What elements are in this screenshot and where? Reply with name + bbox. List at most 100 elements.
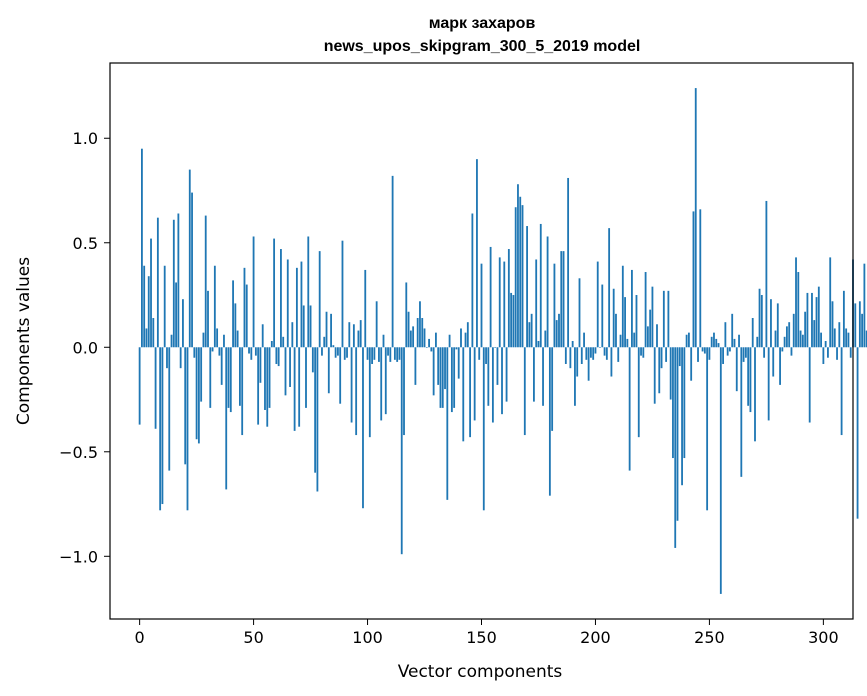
bar xyxy=(450,347,453,413)
bar xyxy=(179,347,182,369)
y-axis-label: Components values xyxy=(14,257,34,425)
bar xyxy=(842,290,845,348)
bar xyxy=(567,177,570,348)
bar xyxy=(373,347,376,360)
bar xyxy=(678,347,681,367)
x-tick-label: 0 xyxy=(135,628,145,647)
bar xyxy=(414,347,417,385)
bar xyxy=(615,313,617,348)
bar xyxy=(820,332,822,348)
bar xyxy=(744,347,747,358)
bar xyxy=(799,330,802,348)
bar xyxy=(854,303,857,348)
bar xyxy=(687,332,690,348)
bar xyxy=(585,347,588,360)
x-tick-label: 250 xyxy=(694,628,725,647)
bar xyxy=(389,347,392,362)
bar xyxy=(551,347,554,431)
bar xyxy=(241,347,244,436)
bar xyxy=(776,303,779,348)
bar xyxy=(485,347,487,364)
bar xyxy=(587,347,590,381)
bar xyxy=(286,259,289,348)
x-tick-label: 150 xyxy=(466,628,497,647)
bar xyxy=(145,328,148,348)
bar xyxy=(236,330,239,348)
bar xyxy=(220,347,223,385)
bar xyxy=(352,324,355,348)
bar xyxy=(754,347,756,442)
bar xyxy=(305,347,307,408)
bar xyxy=(749,347,752,413)
bar xyxy=(635,295,638,348)
bar xyxy=(646,326,649,348)
bar xyxy=(856,347,859,519)
bar xyxy=(213,265,216,348)
bar xyxy=(539,223,542,348)
bar xyxy=(291,322,294,348)
bar-series xyxy=(138,88,867,594)
bar xyxy=(380,347,383,421)
bar xyxy=(785,326,788,348)
bar xyxy=(601,284,604,348)
bar xyxy=(225,347,228,490)
bar xyxy=(175,282,177,348)
bar xyxy=(713,332,715,348)
bar xyxy=(631,269,633,348)
bar xyxy=(792,313,795,348)
bar xyxy=(446,347,449,500)
bar xyxy=(512,295,515,348)
bar xyxy=(382,334,385,348)
bar xyxy=(813,320,816,348)
bar xyxy=(332,345,335,348)
bar xyxy=(537,341,540,348)
bar xyxy=(560,251,563,348)
bar xyxy=(574,347,576,406)
bar xyxy=(858,301,861,348)
bar xyxy=(366,347,369,360)
bar xyxy=(453,347,456,408)
bar xyxy=(619,334,622,348)
bar xyxy=(350,347,353,423)
bar xyxy=(407,311,410,348)
bar xyxy=(295,267,298,348)
bar xyxy=(644,272,647,348)
bar xyxy=(444,347,446,390)
bar xyxy=(501,347,503,415)
bar xyxy=(432,347,435,396)
bar xyxy=(170,334,173,348)
bar xyxy=(257,347,260,425)
bar xyxy=(325,311,328,348)
bar xyxy=(273,238,276,348)
bar xyxy=(439,347,442,408)
bar xyxy=(836,347,838,360)
bar xyxy=(289,347,291,387)
bar xyxy=(337,347,339,356)
bar xyxy=(364,269,367,348)
bar xyxy=(471,213,474,348)
bar xyxy=(514,207,517,348)
bar xyxy=(763,347,766,358)
bar xyxy=(268,347,271,408)
bar xyxy=(811,292,813,348)
bar xyxy=(544,330,547,348)
bar xyxy=(234,303,237,348)
x-tick-label: 100 xyxy=(352,628,383,647)
bar xyxy=(729,347,731,352)
bar xyxy=(191,192,193,348)
bar xyxy=(624,297,626,348)
bar xyxy=(731,313,734,348)
bar xyxy=(738,334,740,348)
bar xyxy=(651,286,654,348)
bar xyxy=(489,246,492,348)
bar xyxy=(628,347,631,471)
bar xyxy=(491,347,494,423)
bar xyxy=(398,347,401,360)
bar xyxy=(375,301,378,348)
bar xyxy=(309,305,312,348)
bar xyxy=(494,347,497,348)
bar xyxy=(589,347,592,358)
bar xyxy=(357,330,360,348)
chart-title-line-1: марк захаров xyxy=(429,15,536,32)
bar xyxy=(195,347,198,440)
